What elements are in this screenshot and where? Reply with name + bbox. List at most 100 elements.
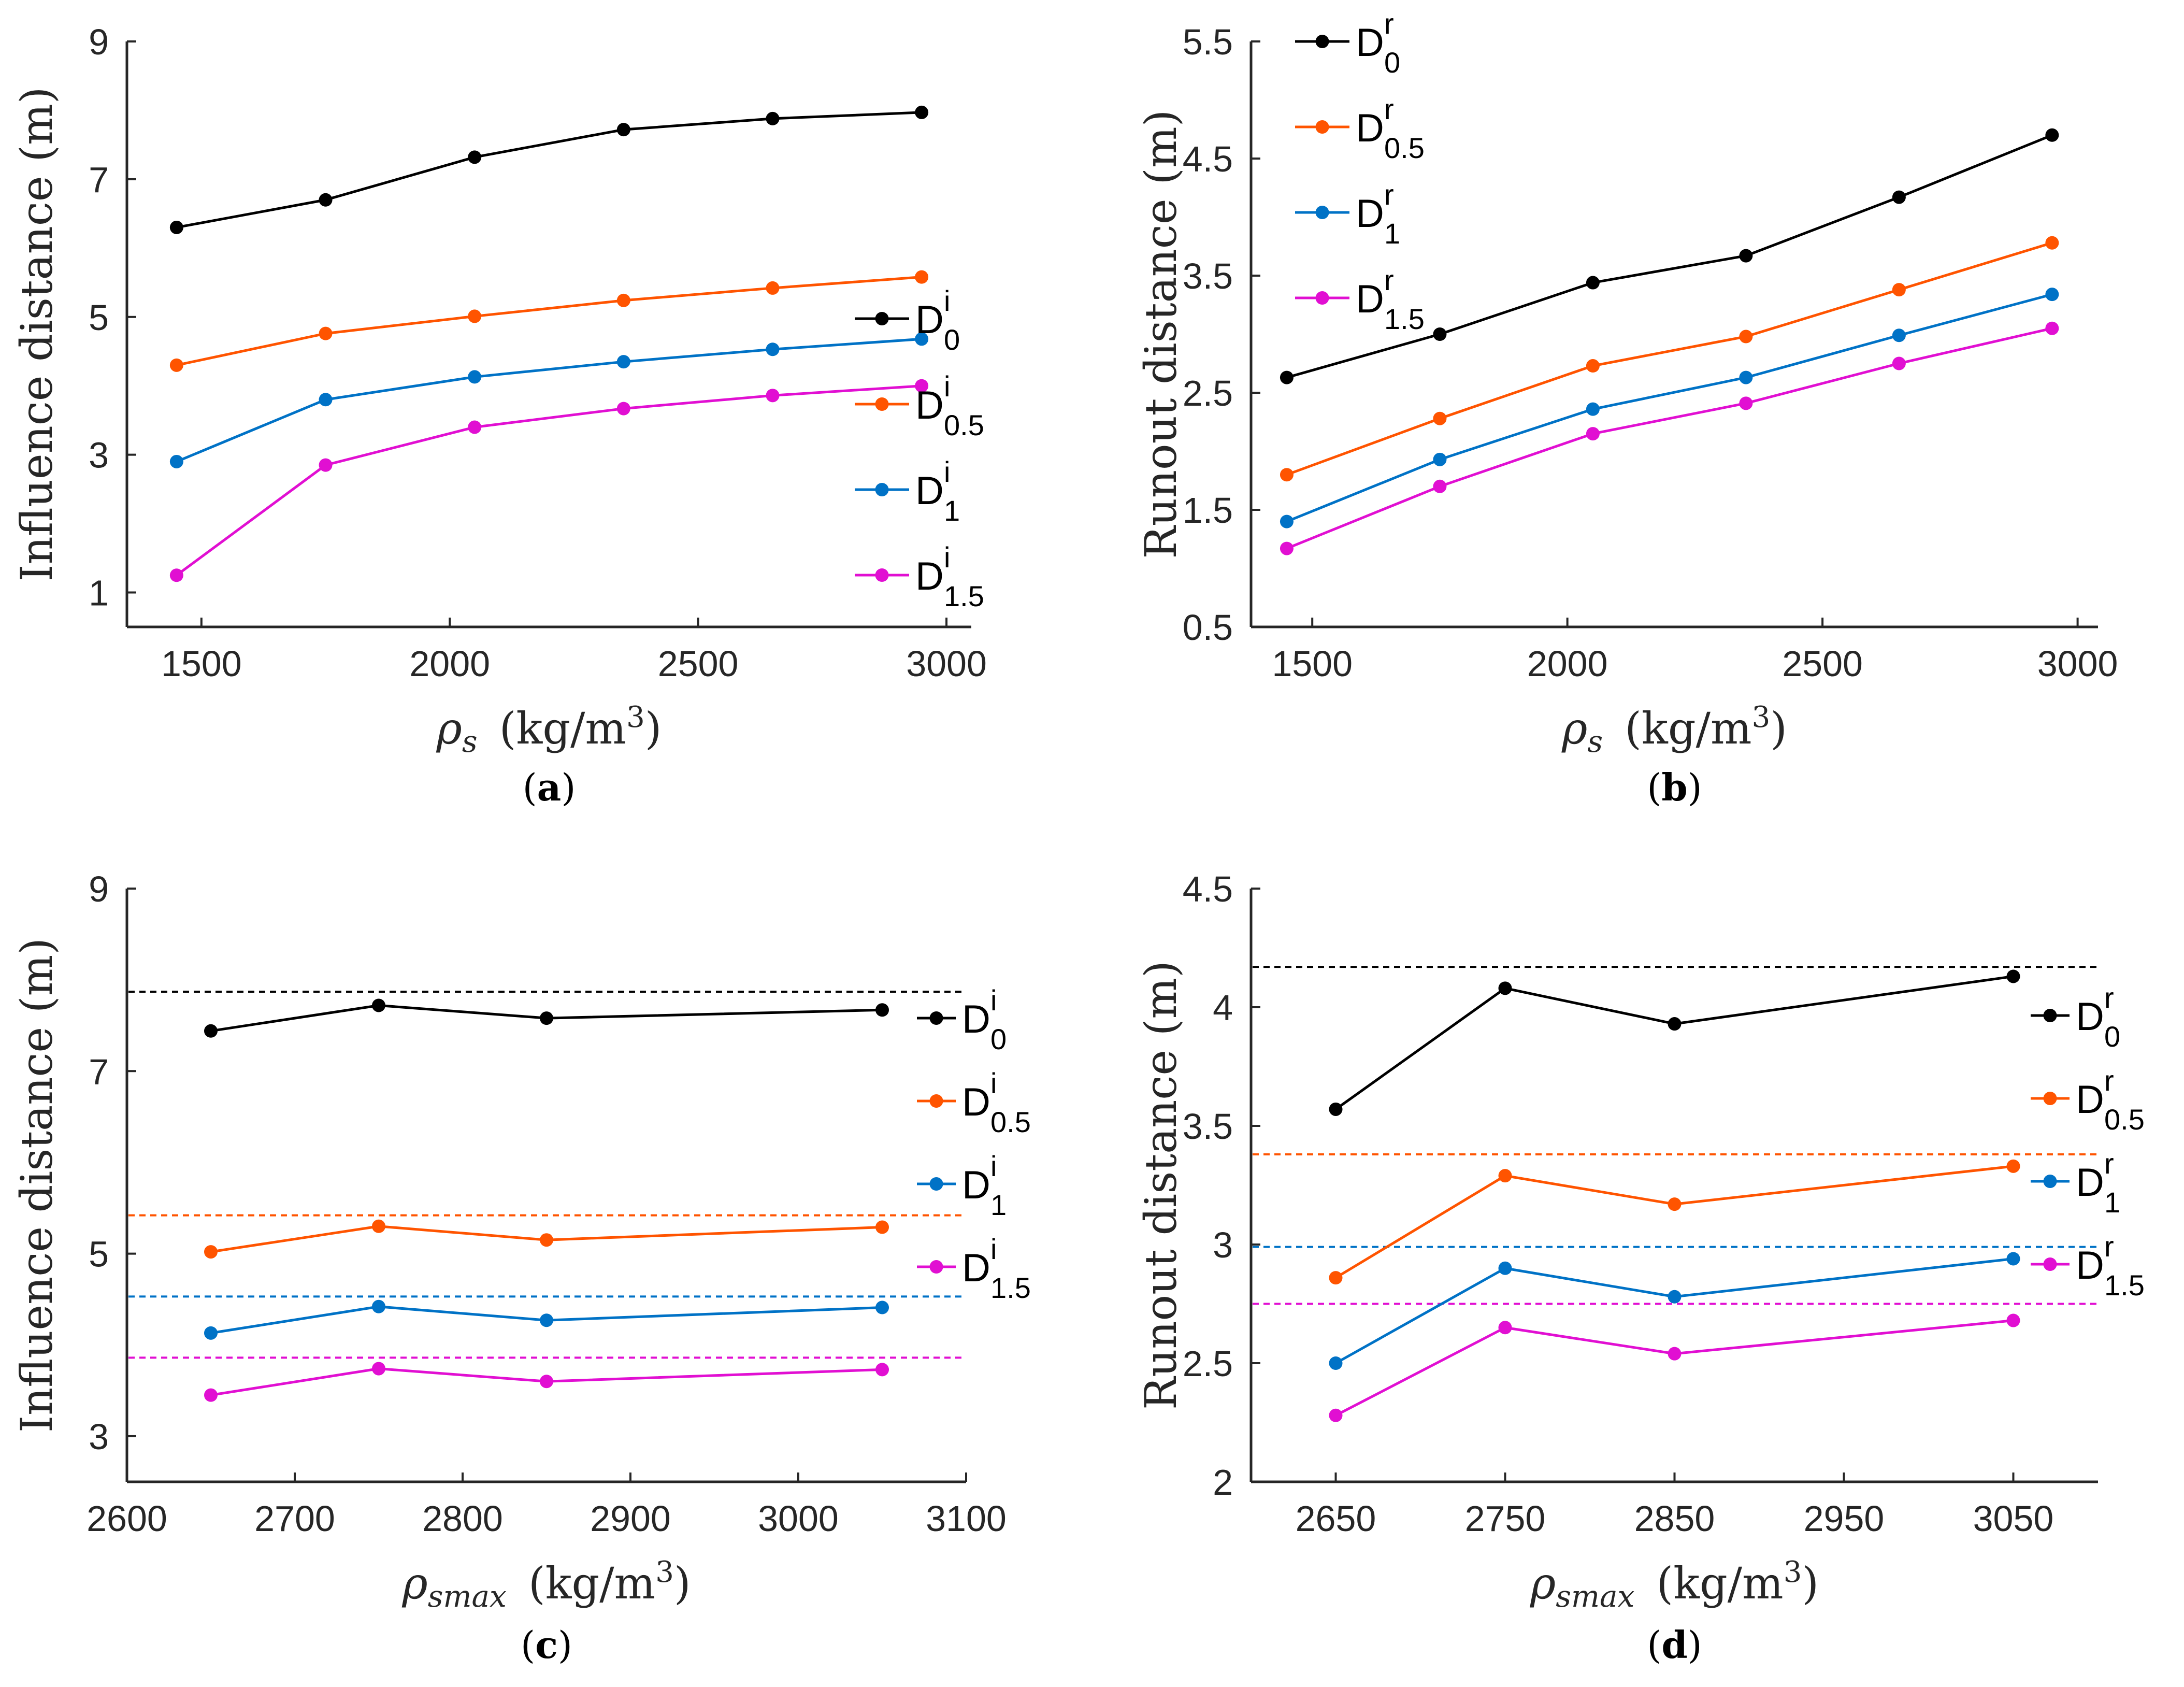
legend-sub: 1 (944, 494, 960, 527)
legend-entry-D0r: D (2076, 995, 2104, 1039)
data-point (1329, 1408, 1343, 1422)
data-point (2045, 321, 2059, 335)
series-line-D0i (176, 111, 922, 229)
legend-sup: r (2104, 1230, 2114, 1263)
data-point (468, 309, 482, 323)
data-point (204, 1245, 218, 1259)
data-point (766, 389, 780, 403)
data-point (1329, 1356, 1343, 1370)
legend-sup: r (2104, 981, 2114, 1014)
data-point (2045, 236, 2059, 250)
x-tick-label: 2650 (1296, 1498, 1376, 1539)
legend-entry-D0.5r: D (1356, 106, 1384, 150)
y-tick-label: 4.5 (1183, 139, 1233, 179)
legend-sub: 1 (2104, 1186, 2120, 1219)
data-point (468, 150, 482, 164)
legend-sup: i (990, 984, 997, 1017)
data-point (1739, 396, 1753, 410)
y-tick-label: 2.5 (1183, 1343, 1233, 1384)
data-point (1498, 1321, 1512, 1335)
legend-entry-D1r: D (2076, 1161, 2104, 1205)
y-axis-label: Runout distance (m) (1136, 110, 1186, 559)
legend-entry-D1.5r: D (1356, 277, 1384, 321)
panel-caption: (a) (523, 765, 576, 809)
legend-sub: 1.5 (2104, 1269, 2145, 1302)
legend-sub: 1.5 (990, 1271, 1031, 1304)
series-line-D0.5r (1286, 241, 2053, 476)
y-tick-label: 2 (1213, 1462, 1233, 1503)
series-line-D1.5r (1335, 1319, 2014, 1417)
data-point (1433, 327, 1447, 341)
legend-entry-D1i: D (915, 469, 944, 513)
data-point (1329, 1271, 1343, 1285)
y-tick-label: 2.5 (1183, 373, 1233, 413)
y-tick-label: 3 (1213, 1225, 1233, 1265)
data-point (540, 1233, 553, 1247)
data-point (875, 1363, 889, 1377)
legend-entry-D1r: D (1356, 192, 1384, 236)
series-line-D0.5i (210, 1225, 883, 1253)
series-line-D1r (1335, 1257, 2014, 1365)
series-line-D0r (1286, 134, 2053, 379)
legend-marker (2043, 1009, 2057, 1022)
x-tick-label: 3000 (906, 644, 987, 684)
legend-sup: r (1384, 7, 1394, 40)
data-point (766, 281, 780, 295)
data-point (1739, 330, 1753, 344)
data-point (1668, 1197, 1682, 1211)
data-point (468, 370, 482, 384)
series-line-D0i (210, 1004, 883, 1033)
series-line-D0.5i (176, 276, 922, 367)
y-tick-label: 3.5 (1183, 256, 1233, 296)
chart-panel-a: 1500 2000 2500 3000 1 3 5 7 9 Influence distance … (11, 22, 987, 809)
data-point (468, 420, 482, 434)
legend-marker (929, 1260, 943, 1274)
data-point (616, 402, 630, 416)
y-tick-label: 4.5 (1183, 869, 1233, 909)
legend-entry-D1.5r: D (2076, 1243, 2104, 1288)
data-point (1739, 370, 1753, 384)
data-point (915, 332, 929, 346)
data-point (915, 270, 929, 284)
legend-sub: 1.5 (1384, 303, 1425, 335)
legend-sup: i (944, 541, 950, 574)
data-point (2045, 288, 2059, 302)
data-point (204, 1388, 218, 1402)
data-point (875, 1220, 889, 1234)
legend-marker (2043, 1092, 2057, 1105)
legend-sup: i (944, 455, 950, 488)
x-axis-label: ρs (kg/m3) (436, 700, 662, 759)
data-point (1280, 468, 1294, 482)
legend-entry-D0i: D (915, 298, 944, 342)
data-point (204, 1326, 218, 1340)
legend-sup: r (1384, 93, 1394, 125)
legend-entry-D0.5i: D (962, 1080, 990, 1124)
data-point (1586, 359, 1600, 373)
legend-sub: 0 (990, 1023, 1007, 1055)
data-point (915, 105, 929, 119)
data-point (2006, 1313, 2020, 1327)
x-tick-label: 3000 (2037, 644, 2118, 684)
data-point (1329, 1102, 1343, 1116)
legend-marker (875, 568, 889, 582)
x-tick-label: 1500 (1272, 644, 1353, 684)
data-point (1433, 411, 1447, 425)
legend-sub: 0 (944, 323, 960, 356)
legend-marker (1315, 206, 1329, 219)
x-tick-label: 1500 (161, 644, 242, 684)
y-tick-label: 1.5 (1183, 490, 1233, 531)
data-point (1668, 1347, 1682, 1361)
data-point (2045, 128, 2059, 142)
legend-marker (2043, 1257, 2057, 1271)
data-point (2006, 969, 2020, 983)
y-axis-label: Influence distance (m) (11, 938, 62, 1433)
series-line-D1.5i (210, 1367, 883, 1397)
panel-caption: (d) (1647, 1623, 1702, 1667)
data-point (1433, 479, 1447, 493)
legend-marker (1315, 120, 1329, 134)
data-point (1892, 356, 1906, 370)
data-point (1739, 249, 1753, 263)
legend-sub: 1 (990, 1189, 1007, 1221)
data-point (372, 1362, 385, 1376)
x-tick-label: 3050 (1973, 1498, 2054, 1539)
